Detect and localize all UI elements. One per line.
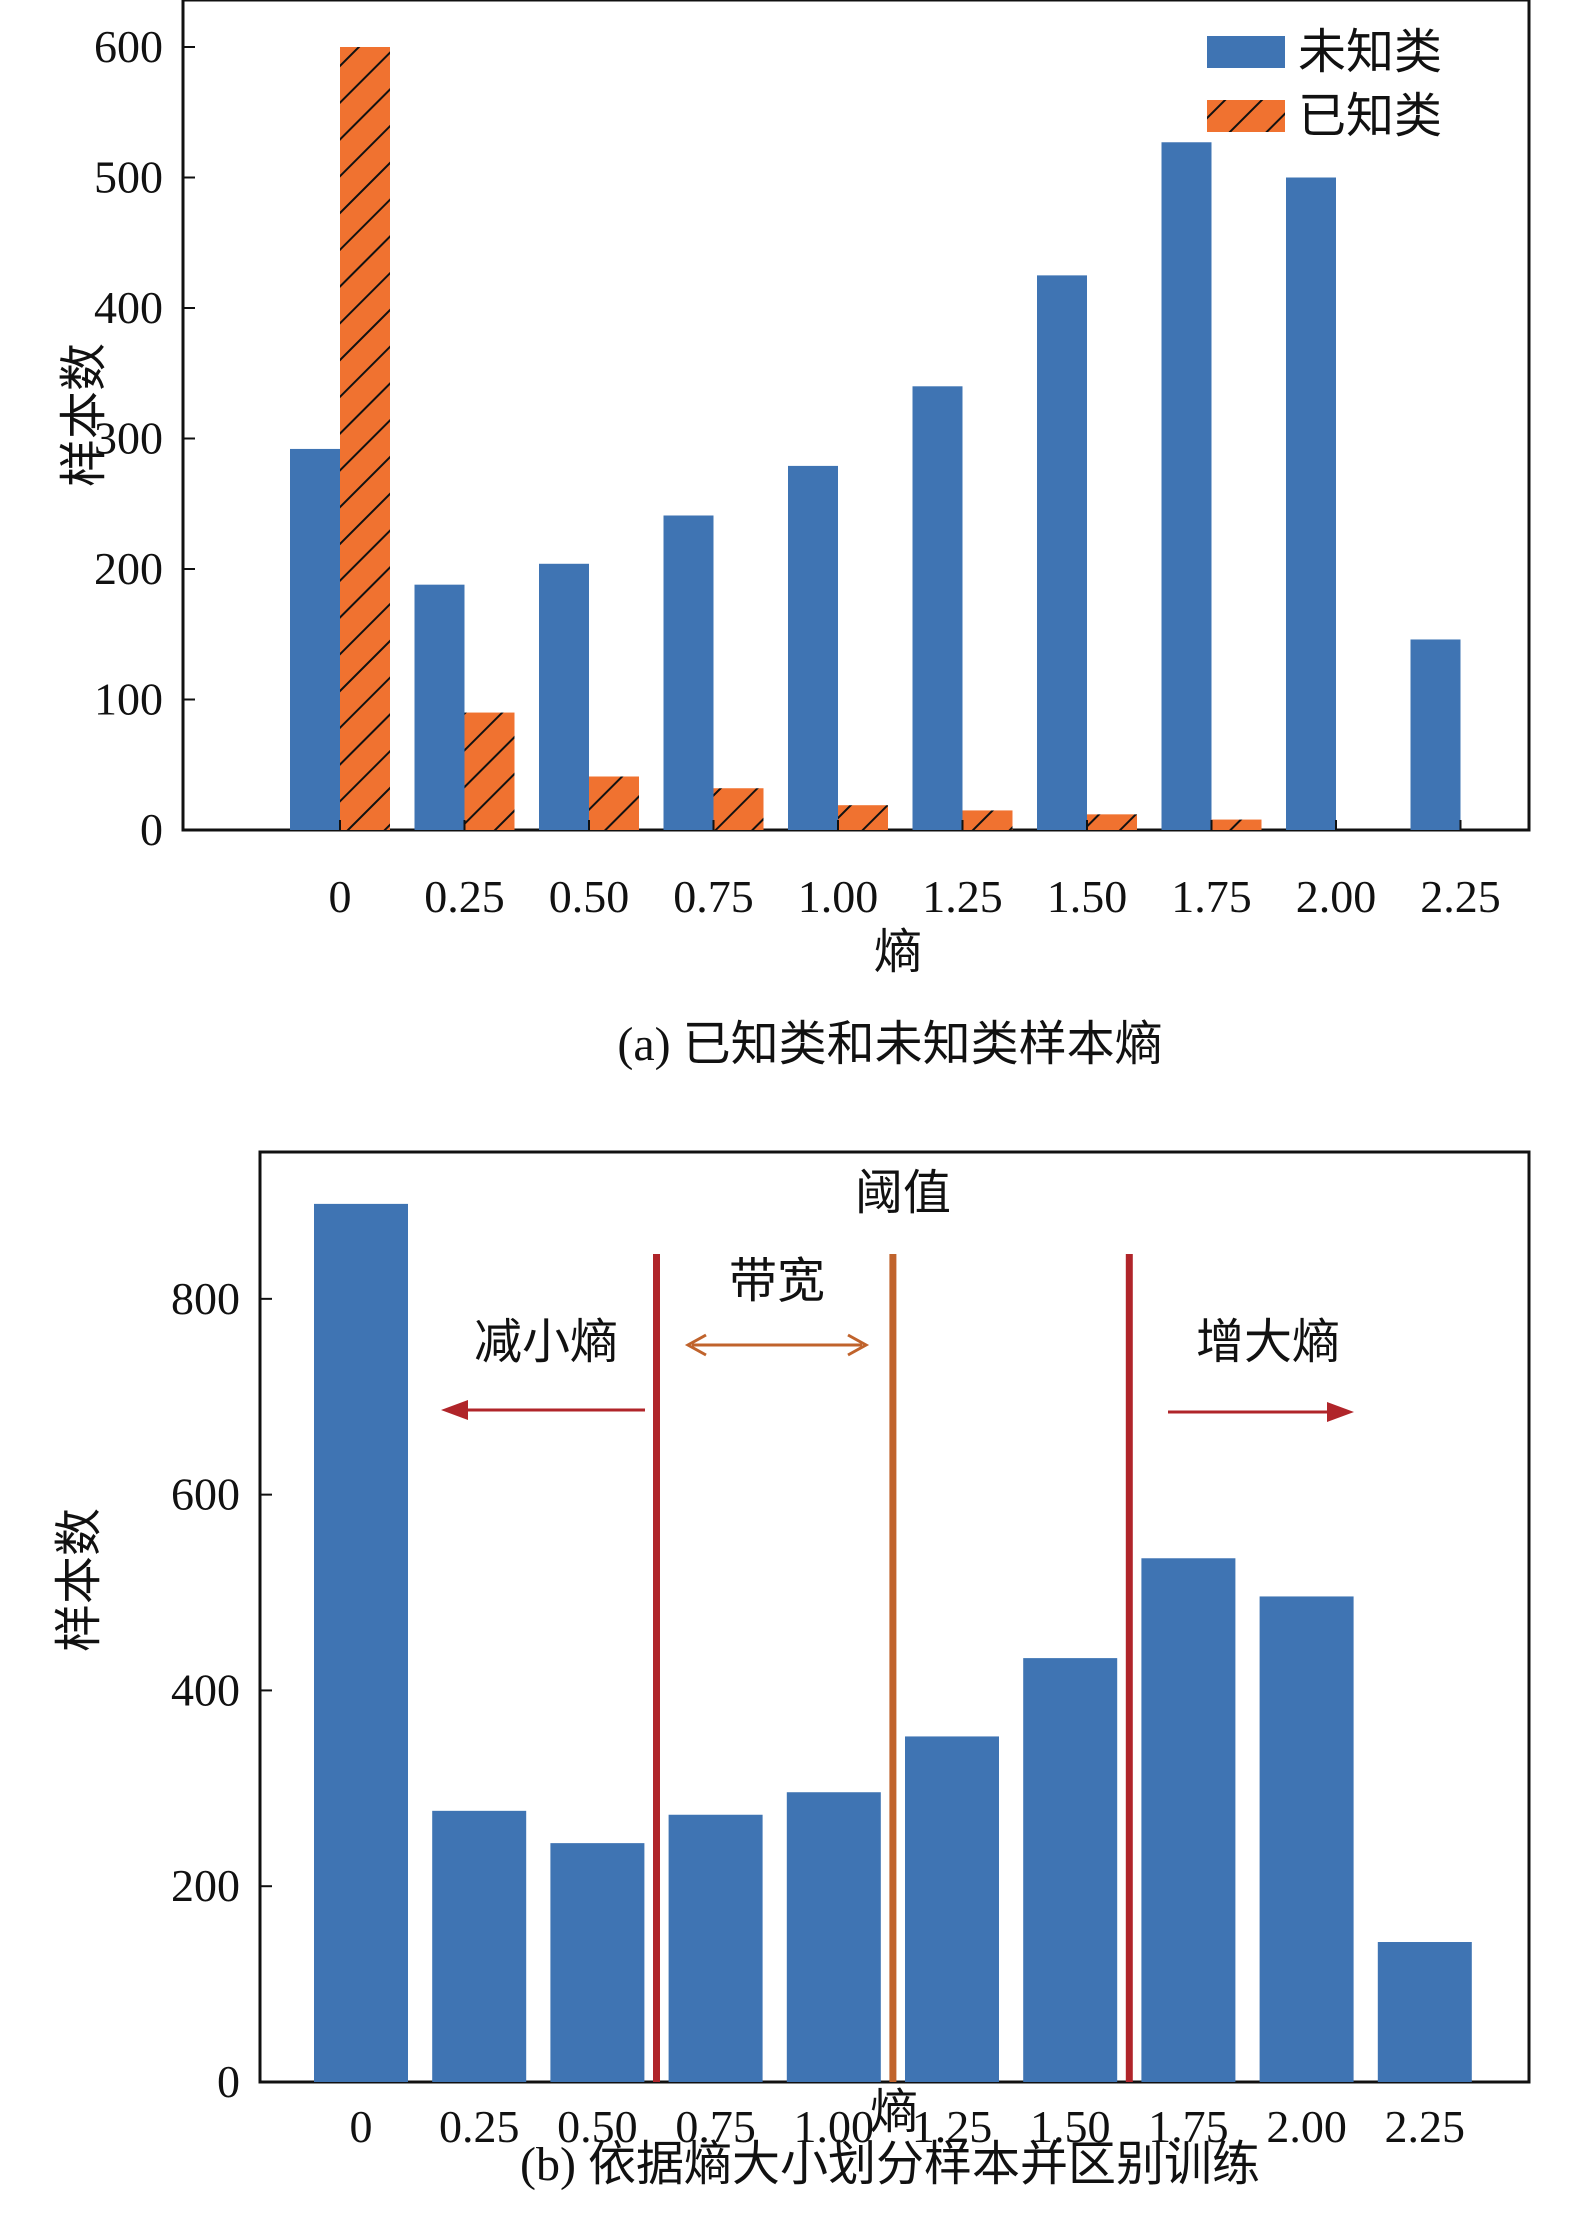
legend-swatch-unknown [1207, 36, 1285, 68]
bar-known-class [1087, 814, 1137, 830]
increase-arrow [1168, 1402, 1354, 1422]
annotation-threshold: 阈值 [855, 1167, 951, 1220]
decrease-arrow [441, 1400, 645, 1420]
x-axis-ticks: 0 0.25 0.50 0.75 1.00 1.25 1.50 1.75 2.00 2.25 [350, 2101, 1466, 2152]
annotation-increase: 增大熵 [1196, 1316, 1340, 1369]
bar-known-class [962, 810, 1013, 830]
legend: 未知类 已知类 [1207, 26, 1442, 143]
x-axis-ticks: 0 0.25 0.50 0.75 1.00 1.25 1.50 1.75 2.00 2.25 [329, 820, 1501, 922]
x-tick-label: 0.75 [673, 871, 754, 922]
bar-known-class [1211, 819, 1262, 830]
x-tick-label: 2.00 [1266, 2101, 1347, 2152]
x-tick-label: 1.00 [794, 2101, 875, 2152]
x-tick-label: 1.75 [1148, 2101, 1229, 2152]
y-axis-ticks: 0 200 400 600 800 [171, 1273, 272, 2107]
y-tick-label: 0 [217, 2056, 240, 2107]
x-tick-label: 0.50 [557, 2101, 638, 2152]
bar [432, 1810, 527, 2082]
y-tick-label: 0 [140, 804, 163, 855]
bar [1023, 1658, 1118, 2082]
x-tick-label: 1.75 [1171, 871, 1252, 922]
y-axis-ticks: 0 100 200 300 400 500 600 [94, 21, 195, 855]
y-tick-label: 400 [94, 282, 163, 333]
bars-group [290, 47, 1461, 830]
x-tick-label: 0 [350, 2101, 373, 2152]
x-tick-label: 0.25 [424, 871, 505, 922]
y-tick-label: 200 [94, 543, 163, 594]
bar [786, 1792, 881, 2082]
x-tick-label: 1.25 [912, 2101, 993, 2152]
bar [1141, 1558, 1236, 2082]
legend-label-unknown: 未知类 [1298, 26, 1442, 79]
figure-a: 0 100 200 300 400 500 600 0 0.25 0.50 0.75 1.00 1.2… [0, 0, 1575, 1100]
x-tick-label: 2.00 [1296, 871, 1377, 922]
bar-unknown-class [1286, 177, 1336, 830]
x-tick-label: 0.25 [439, 2101, 520, 2152]
bar-unknown-class [290, 448, 340, 830]
x-tick-label: 1.25 [922, 871, 1003, 922]
bar [550, 1843, 645, 2082]
bar-unknown-class [539, 563, 589, 830]
x-tick-label: 1.00 [798, 871, 879, 922]
bar [1259, 1596, 1354, 2082]
y-tick-label: 600 [171, 1469, 240, 1520]
bandwidth-arrow [684, 1333, 870, 1357]
x-tick-label: 1.50 [1047, 871, 1128, 922]
y-tick-label: 500 [94, 152, 163, 203]
bar-known-class [340, 47, 390, 830]
bar [1377, 1942, 1472, 2082]
bar-unknown-class [414, 584, 465, 830]
y-axis-label: 样本数 [53, 1508, 106, 1652]
bar-known-class [589, 776, 639, 830]
chart-b: 0 200 400 600 800 0 0.25 0.50 0.75 1.00 1.25 1.50 1… [53, 1150, 1531, 2191]
bar-unknown-class [1037, 275, 1087, 830]
annotation-bandwidth: 带宽 [729, 1255, 825, 1308]
bar-unknown-class [788, 465, 838, 830]
x-tick-label: 0.75 [675, 2101, 756, 2152]
bar [905, 1736, 999, 2082]
threshold-lines [653, 1254, 1133, 2082]
annotation-decrease: 减小熵 [474, 1316, 618, 1369]
x-tick-label: 0 [329, 871, 352, 922]
y-tick-label: 300 [94, 413, 163, 464]
bar-unknown-class [663, 515, 714, 830]
y-tick-label: 200 [171, 1860, 240, 1911]
bar-known-class [464, 712, 515, 830]
caption-a: (a) 已知类和未知类样本熵 [617, 1018, 1162, 1071]
bar-known-class [838, 805, 888, 830]
x-tick-label: 2.25 [1420, 871, 1501, 922]
legend-label-known: 已知类 [1298, 90, 1442, 143]
x-tick-label: 2.25 [1385, 2101, 1466, 2152]
figure-b: 0 200 400 600 800 0 0.25 0.50 0.75 1.00 1.25 1.50 1… [0, 1100, 1575, 2208]
bar-unknown-class [1410, 639, 1461, 830]
y-tick-label: 600 [94, 21, 163, 72]
bar-unknown-class [1161, 142, 1212, 830]
x-tick-label: 1.50 [1030, 2101, 1111, 2152]
x-tick-label: 0.50 [549, 871, 630, 922]
bars-group [314, 1203, 1472, 2082]
y-tick-label: 800 [171, 1273, 240, 1324]
bar [668, 1814, 763, 2082]
chart-a: 0 100 200 300 400 500 600 0 0.25 0.50 0.75 1.00 1.2… [58, 0, 1531, 1071]
y-tick-label: 100 [94, 674, 163, 725]
y-tick-label: 400 [171, 1664, 240, 1715]
caption-b: (b) 依据熵大小划分样本并区别训练 [520, 2138, 1260, 2191]
y-axis-label: 样本数 [58, 343, 111, 487]
x-axis-label: 熵 [870, 2086, 918, 2139]
bar-known-class [713, 788, 764, 830]
x-axis-label: 熵 [874, 926, 922, 979]
bar-unknown-class [912, 386, 963, 830]
bar [314, 1203, 408, 2082]
legend-swatch-known [1207, 100, 1285, 132]
